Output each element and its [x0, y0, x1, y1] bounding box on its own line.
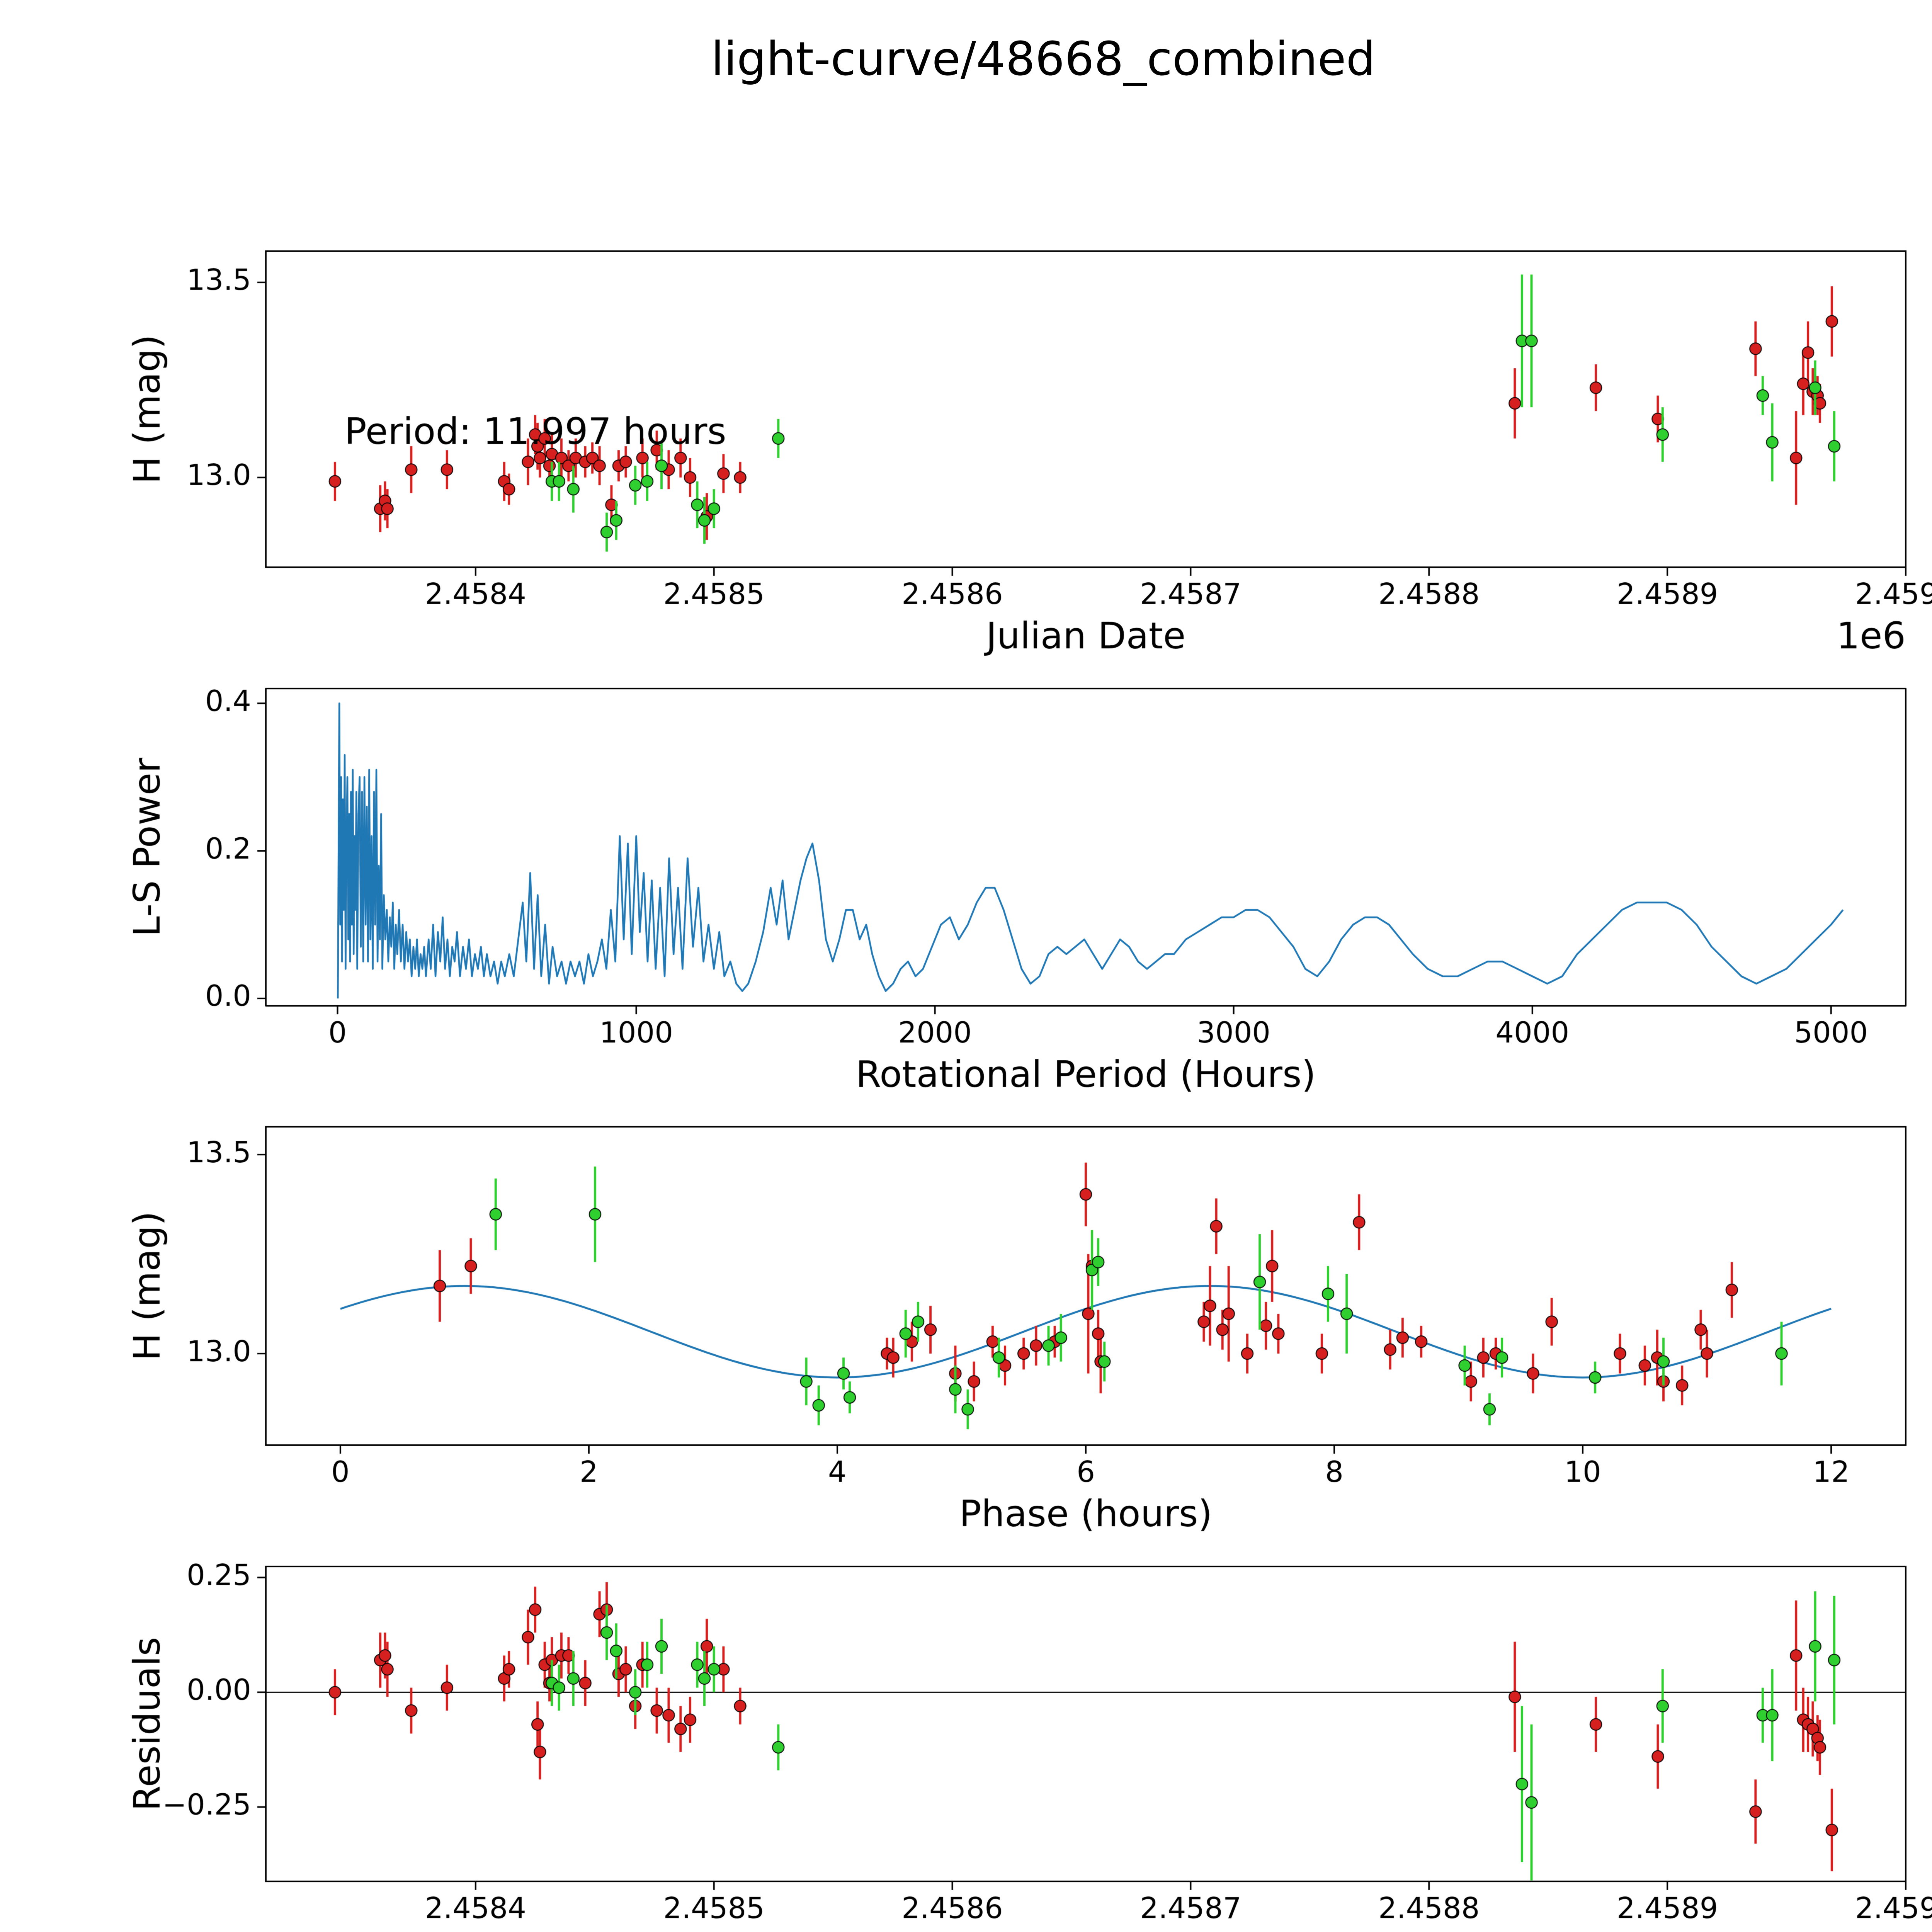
residuals-vs-julian-date-chart	[0, 1546, 1932, 1932]
phase-folded-lightcurve-chart	[0, 1113, 1932, 1546]
h-mag-vs-julian-date-chart	[0, 0, 1932, 676]
ls-power-periodogram-chart	[0, 676, 1932, 1113]
